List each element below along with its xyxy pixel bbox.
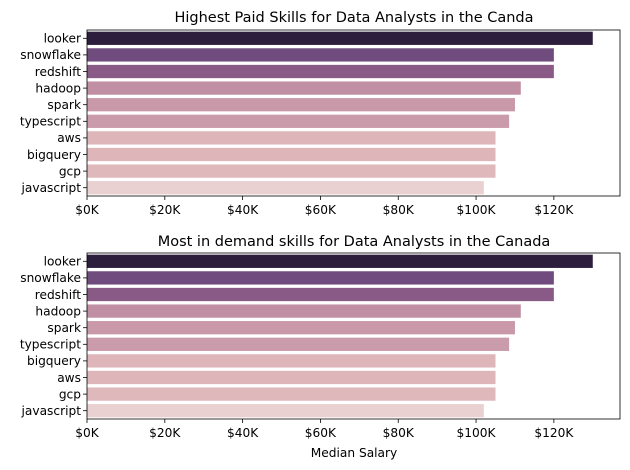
category-label: javascript: [21, 404, 82, 418]
category-label: redshift: [35, 288, 82, 302]
chart-title: Highest Paid Skills for Data Analysts in…: [174, 10, 533, 26]
category-label: spark: [47, 321, 82, 335]
x-tick-label: $0K: [75, 426, 100, 440]
chart-title: Most in demand skills for Data Analysts …: [158, 234, 551, 250]
bar-gcp: [87, 164, 496, 178]
bar-typescript: [87, 337, 510, 351]
bar-spark: [87, 98, 515, 112]
category-label: hadoop: [35, 304, 81, 318]
category-label: typescript: [20, 115, 81, 129]
x-tick-label: $100K: [457, 426, 497, 440]
x-tick-label: $20K: [149, 203, 181, 217]
x-tick-label: $80K: [383, 203, 415, 217]
category-label: snowflake: [20, 48, 81, 62]
bar-looker: [87, 254, 593, 268]
bar-redshift: [87, 287, 554, 302]
chart-bottom: Most in demand skills for Data Analysts …: [20, 234, 621, 460]
bar-typescript: [87, 114, 510, 128]
category-label: snowflake: [20, 271, 81, 285]
x-tick-label: $80K: [383, 426, 415, 440]
x-tick-label: $120K: [534, 426, 574, 440]
plot-frame: [86, 29, 621, 197]
plot-frame: [86, 252, 621, 420]
x-axis-label: Median Salary: [311, 446, 398, 460]
category-label: bigquery: [27, 148, 81, 162]
x-tick-label: $0K: [75, 203, 100, 217]
bar-hadoop: [87, 304, 521, 318]
x-tick-label: $40K: [227, 203, 259, 217]
bar-hadoop: [87, 81, 521, 95]
category-label: aws: [57, 131, 81, 145]
bar-javascript: [87, 404, 484, 418]
category-label: looker: [44, 32, 82, 46]
bar-snowflake: [87, 271, 554, 285]
bar-spark: [87, 321, 515, 335]
bar-gcp: [87, 387, 496, 401]
x-tick-label: $100K: [457, 203, 497, 217]
category-label: aws: [57, 371, 81, 385]
x-tick-label: $60K: [305, 203, 337, 217]
category-label: javascript: [21, 181, 82, 195]
category-label: bigquery: [27, 354, 81, 368]
category-label: typescript: [20, 338, 81, 352]
bar-bigquery: [87, 354, 496, 368]
bar-snowflake: [87, 48, 554, 62]
bar-redshift: [87, 64, 554, 79]
category-label: gcp: [59, 387, 81, 401]
category-label: redshift: [35, 65, 82, 79]
x-tick-label: $120K: [534, 203, 574, 217]
bar-javascript: [87, 181, 484, 195]
bar-aws: [87, 370, 496, 385]
category-label: hadoop: [35, 81, 81, 95]
chart-top: Highest Paid Skills for Data Analysts in…: [20, 10, 621, 217]
bar-looker: [87, 31, 593, 45]
x-tick-label: $20K: [149, 426, 181, 440]
category-label: looker: [44, 255, 82, 269]
bar-bigquery: [87, 147, 496, 162]
x-tick-label: $40K: [227, 426, 259, 440]
bar-aws: [87, 131, 496, 145]
x-tick-label: $60K: [305, 426, 337, 440]
category-label: spark: [47, 98, 82, 112]
category-label: gcp: [59, 164, 81, 178]
